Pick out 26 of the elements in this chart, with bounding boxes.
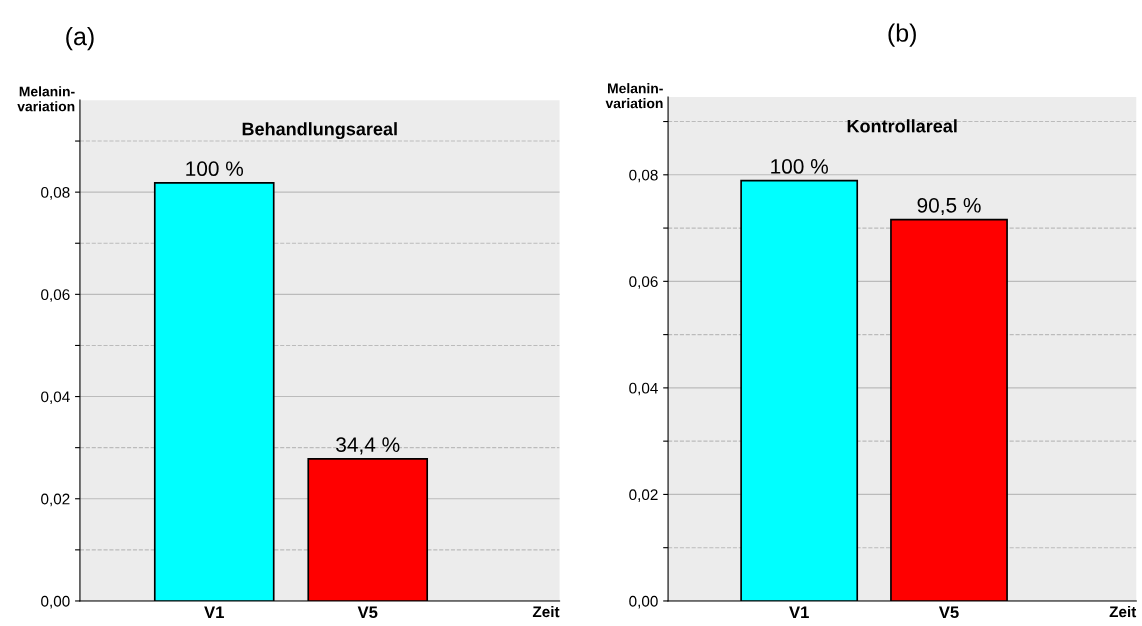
- y-tick-label: 0,00: [41, 595, 70, 609]
- annotation: 34,4 %: [336, 437, 400, 455]
- y-axis-title: Melanin- variation: [605, 83, 663, 109]
- x-tick-label: V1: [204, 606, 224, 618]
- x-axis-title: Zeit: [532, 605, 560, 618]
- y-tick-label: 0,04: [41, 391, 70, 405]
- text: Kontrollareal: [847, 119, 957, 133]
- x-tick-label: V1: [789, 606, 809, 618]
- annotation: 100 %: [186, 161, 244, 177]
- text: (a): [66, 26, 94, 51]
- y-tick-label: 0,00: [629, 595, 658, 609]
- x-tick-label: V5: [938, 606, 959, 619]
- annotation: 100 %: [771, 159, 828, 174]
- y-tick-label: 0,04: [629, 382, 658, 396]
- y-tick-label: 0,08: [41, 187, 70, 200]
- text: (b): [888, 23, 916, 47]
- y-axis-title: Melanin- variation: [17, 86, 75, 112]
- y-tick-label: 0,02: [629, 489, 658, 502]
- annotation: 90,5 %: [917, 197, 981, 216]
- x-tick-label: V5: [357, 606, 378, 619]
- y-tick-label: 0,06: [629, 276, 658, 289]
- y-tick-label: 0,08: [629, 169, 658, 183]
- text: Behandlungsareal: [242, 122, 397, 140]
- y-tick-label: 0,02: [41, 493, 70, 507]
- y-tick-label: 0,06: [41, 289, 70, 302]
- x-axis-title: Zeit: [1109, 606, 1137, 618]
